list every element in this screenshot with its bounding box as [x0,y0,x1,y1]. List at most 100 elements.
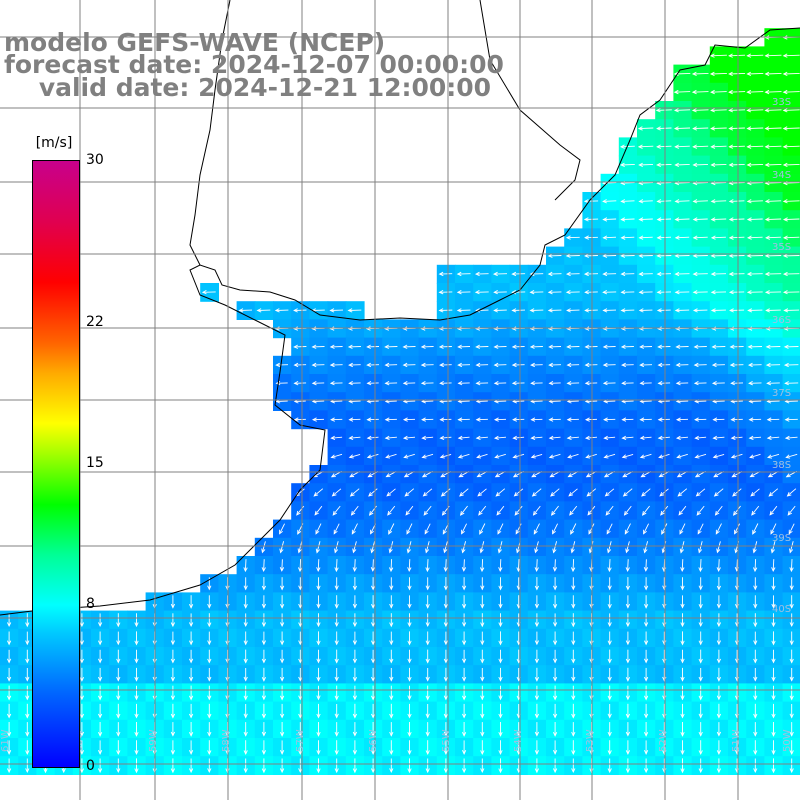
border-line [479,0,581,201]
wind-arrow [747,109,764,111]
wind-arrow-head [530,381,535,386]
wind-arrow-head [384,326,389,331]
wind-arrow-head [389,622,394,628]
wind-arrow-head [731,473,737,478]
wind-arrow-head [116,750,121,756]
wind-arrow-head [716,622,722,628]
lon-label: 61W [0,729,11,752]
wind-arrow-head [602,253,608,258]
wind-arrow-head [387,510,392,516]
wind-arrow-head [676,454,682,459]
wind-arrow-head [494,454,500,459]
wind-arrow-head [425,585,430,591]
wind-arrow [405,505,414,516]
wind-arrow-head [389,676,394,682]
wind-arrow-head [782,89,788,95]
wind-arrow-head [782,162,788,168]
wind-arrow-head [621,362,626,368]
wind-arrow-head [602,381,608,386]
wind-arrow-head [764,290,770,295]
wind-arrow [787,505,796,516]
wind-arrow [675,236,690,239]
wind-arrow [753,541,758,553]
wind-arrow-head [443,548,448,554]
wind-arrow [533,523,540,535]
wind-arrow-head [79,731,85,737]
wind-arrow [747,218,763,221]
wind-arrow [658,436,670,439]
wind-arrow-head [261,658,267,664]
wind-arrow-head [474,290,480,295]
wind-arrow-head [675,417,681,422]
wind-arrow-head [752,567,758,573]
wind-arrow [639,163,654,166]
wind-arrow [713,436,725,439]
wind-arrow [425,541,430,553]
wind-arrow-head [746,199,752,204]
wind-arrow-head [311,344,317,349]
wind-arrow [461,523,468,534]
wind-arrow [747,72,764,75]
wind-arrow-head [116,713,121,719]
wind-arrow-head [549,473,555,478]
wind-arrow-head [584,435,590,441]
wind-arrow-head [134,622,139,628]
wind-arrow-head [746,235,752,240]
wind-arrow-head [625,731,631,737]
wind-arrow-head [752,529,757,535]
wind-arrow-head [716,768,722,774]
wind-arrow [385,453,397,458]
wind-arrow-head [347,344,353,349]
wind-arrow-head [457,454,463,459]
wind-arrow [478,505,487,516]
wind-arrow-head [620,344,626,349]
wind-arrow [677,453,688,458]
wind-arrow-head [79,658,85,664]
wind-arrow-head [334,731,339,737]
wind-arrow-head [6,640,12,646]
wind-arrow-head [552,768,558,774]
wind-arrow-head [547,271,553,277]
wind-arrow-head [279,676,285,682]
wind-arrow-head [261,677,267,682]
wind-arrow-head [348,435,354,441]
wind-arrow-head [134,658,139,664]
wind-arrow-head [370,548,375,554]
wind-arrow-head [403,473,409,478]
wind-arrow-head [571,603,576,609]
wind-arrow-head [566,326,571,331]
wind-arrow-head [766,381,772,386]
wind-arrow [350,488,360,497]
wind-arrow-head [279,548,284,554]
wind-arrow [407,541,412,553]
wind-arrow-head [207,640,212,646]
wind-arrow [747,54,764,57]
colorbar-tick-label: 0 [86,758,95,774]
wind-arrow-head [279,695,285,701]
wind-arrow-head [298,640,303,646]
wind-arrow-head [480,713,485,719]
wind-arrow-head [530,362,535,368]
wind-arrow-head [293,326,298,331]
wind-arrow-head [420,362,426,368]
wind-arrow-head [512,454,518,459]
wind-arrow-head [692,308,698,313]
wind-arrow-head [746,71,752,77]
wind-arrow [388,523,395,535]
wind-arrow [693,163,709,166]
wind-arrow-head [349,473,355,478]
wind-arrow-head [641,492,646,497]
wind-arrow-head [79,677,85,682]
wind-arrow-head [188,768,194,774]
wind-arrow [569,505,578,516]
wind-arrow-head [329,308,335,313]
wind-arrow-head [716,713,722,719]
wind-arrow-head [461,768,467,774]
wind-arrow-head [207,713,212,719]
wind-arrow-head [710,271,716,277]
wind-arrow-head [583,271,589,277]
wind-arrow-head [771,768,776,774]
wind-arrow-head [366,362,372,368]
wind-arrow-head [656,126,661,131]
wind-arrow-head [607,622,612,628]
